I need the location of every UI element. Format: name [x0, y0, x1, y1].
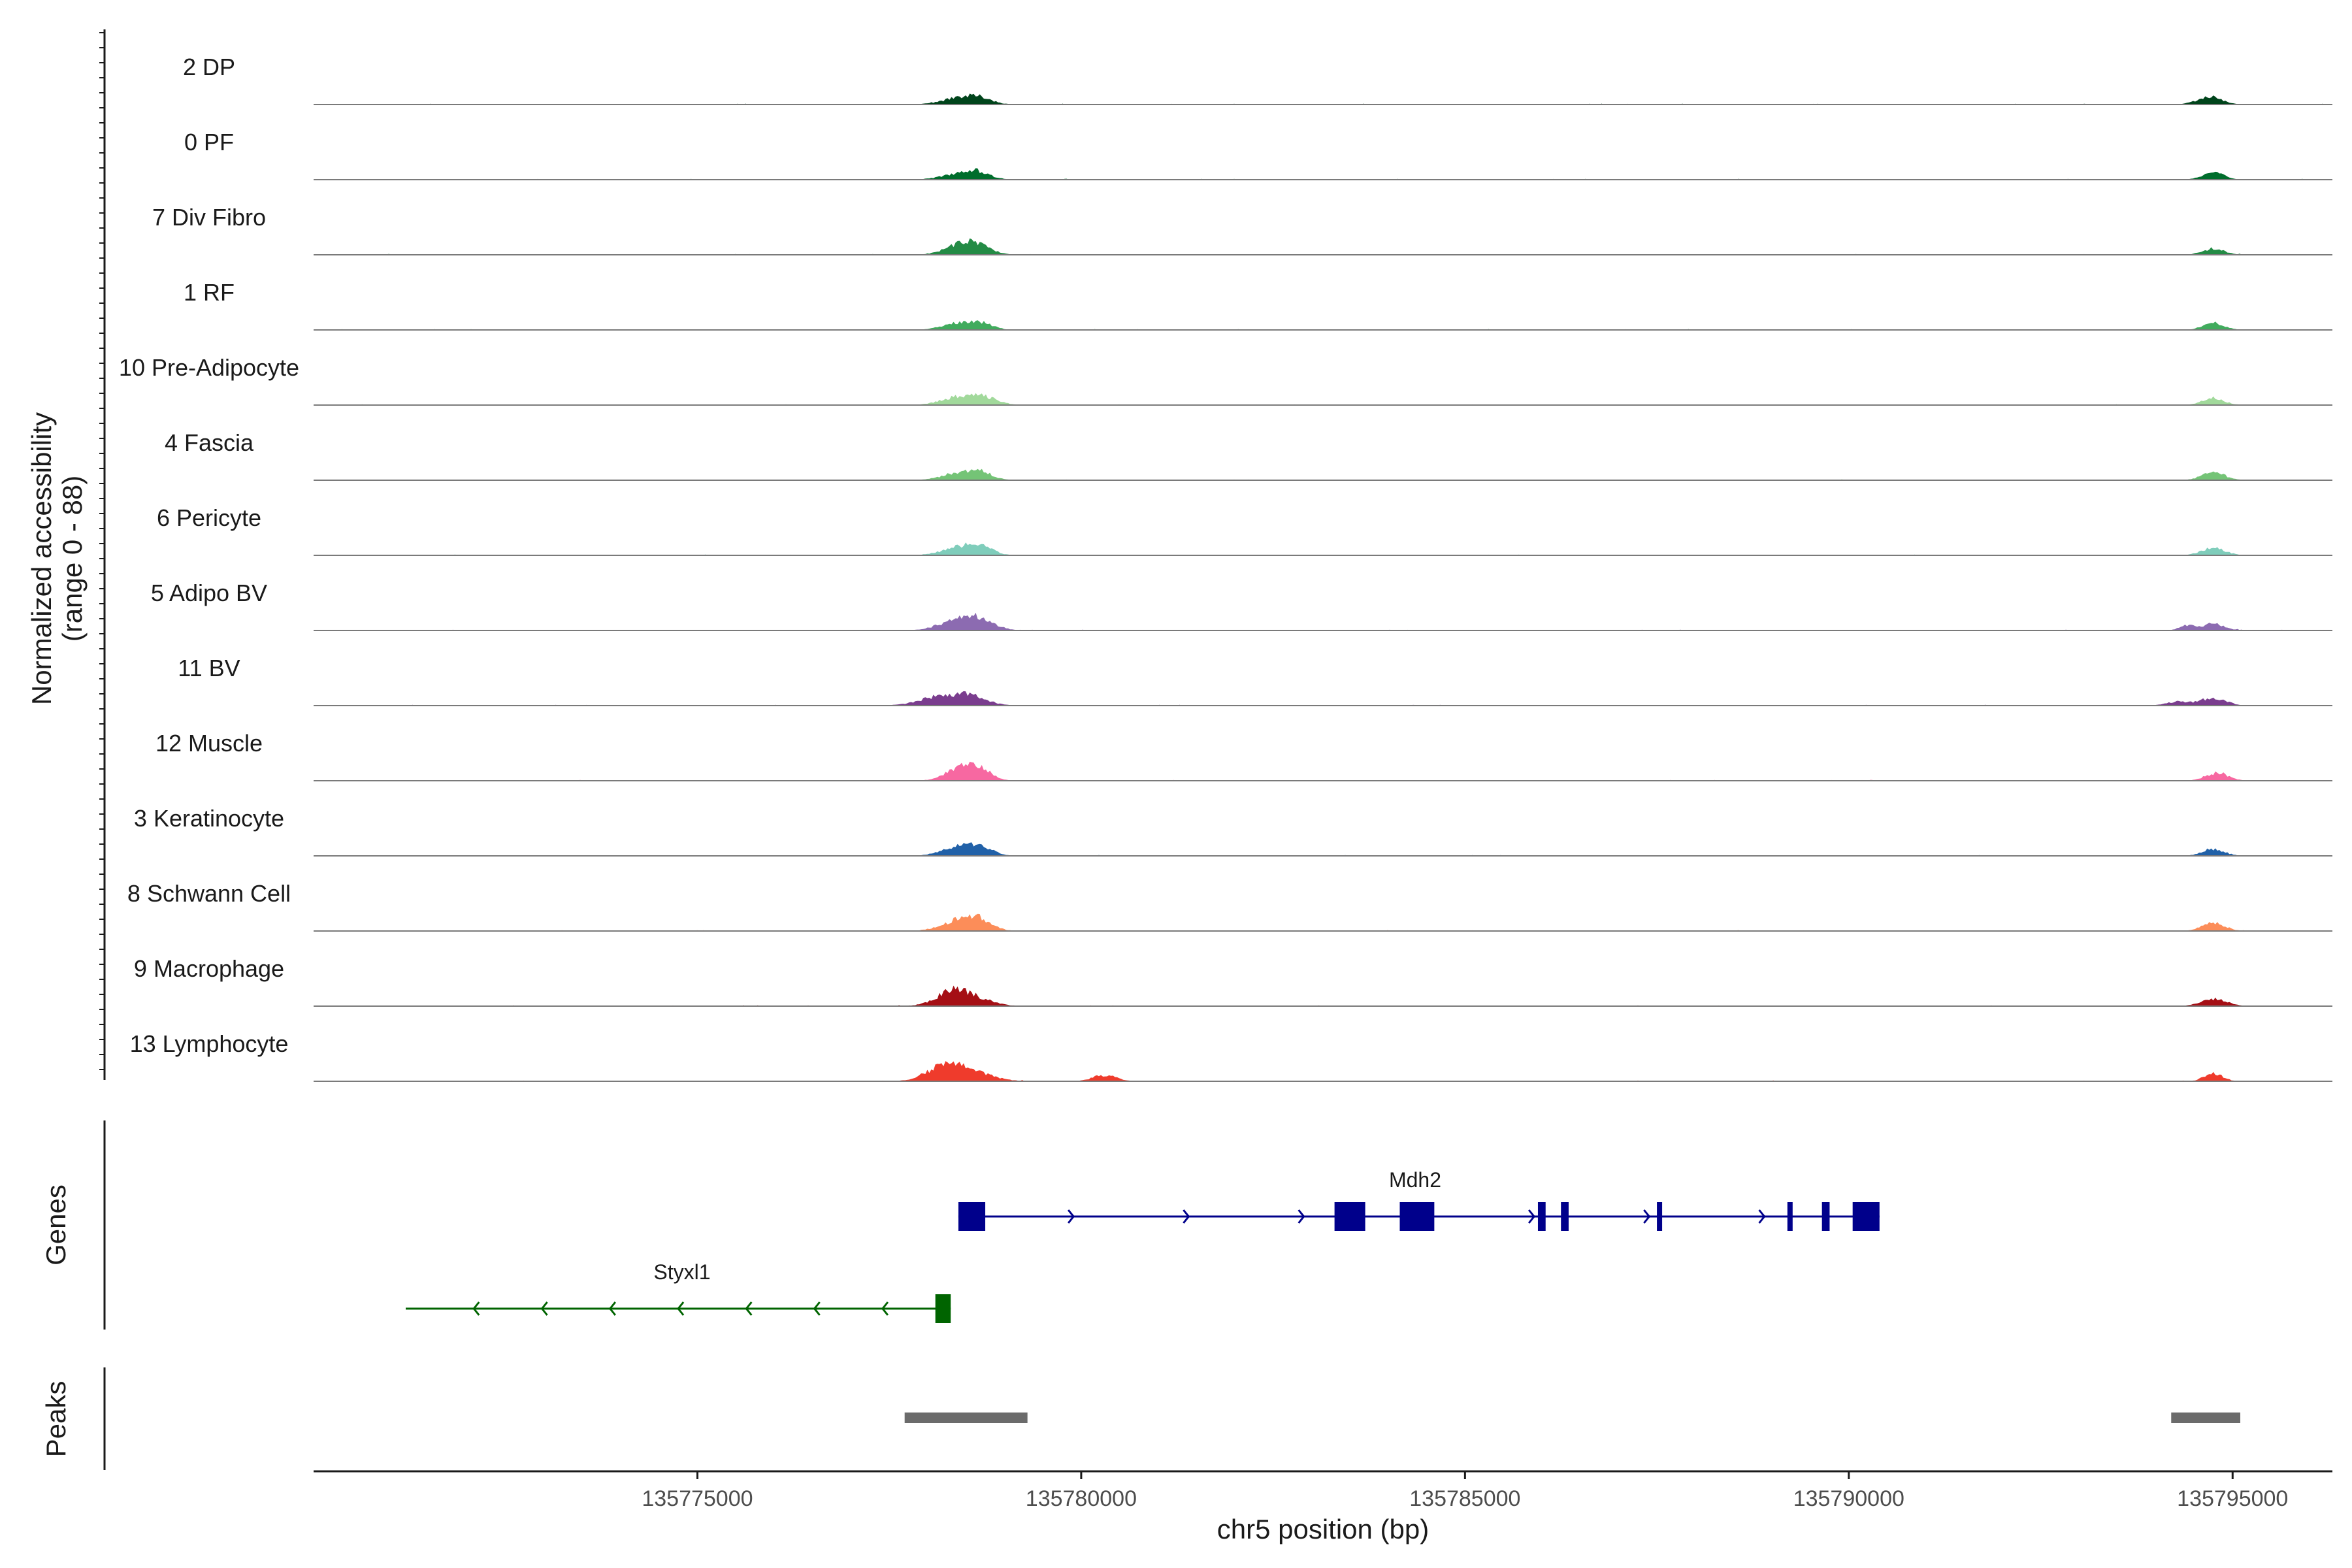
coverage-area: [314, 1061, 2332, 1081]
coverage-tracks: 2 DP 0 PF 7 Div Fibro 1 RF 10 Pre-Adipocyte 4…: [119, 54, 2332, 1082]
exon: [1334, 1202, 1365, 1231]
peak-regions: [904, 1413, 2241, 1423]
coverage-area: [314, 761, 2332, 781]
peaks-panel-label: Peaks: [41, 1381, 71, 1458]
strand-arrow: [677, 1301, 685, 1316]
strand-arrow: [608, 1301, 616, 1316]
track-label: 7 Div Fibro: [152, 204, 266, 231]
coverage-area: [314, 468, 2332, 480]
strand-arrow: [813, 1301, 821, 1316]
gene-name: Styxl1: [653, 1260, 710, 1284]
x-axis-title: chr5 position (bp): [1217, 1514, 1429, 1544]
x-tick-label: 135785000: [1409, 1486, 1520, 1511]
track-13: 9 Macrophage: [134, 955, 2332, 1007]
strand-arrow: [1643, 1209, 1651, 1224]
x-tick-label: 135790000: [1793, 1486, 1904, 1511]
track-4: 1 RF: [184, 279, 2332, 331]
strand-arrow: [881, 1301, 889, 1316]
track-7: 6 Pericyte: [157, 504, 2332, 556]
strand-arrow: [540, 1301, 548, 1316]
x-axis-ticks: 135775000 135780000 135785000 135790000 1357…: [642, 1471, 2288, 1511]
track-label: 10 Pre-Adipocyte: [119, 354, 299, 381]
exon: [935, 1294, 951, 1323]
coverage-area: [314, 168, 2332, 180]
x-tick-label: 135775000: [642, 1486, 753, 1511]
track-1: 2 DP: [183, 54, 2332, 105]
y-axis-ticks: [99, 32, 105, 1070]
coverage-area: [314, 93, 2332, 105]
track-10: 12 Muscle: [155, 730, 2332, 781]
track-5: 10 Pre-Adipocyte: [119, 354, 2332, 406]
track-12: 8 Schwann Cell: [127, 880, 2332, 932]
coverage-area: [314, 612, 2332, 630]
strand-arrow: [1183, 1209, 1190, 1224]
exon: [1852, 1202, 1880, 1231]
exon: [958, 1202, 986, 1231]
peak-region: [904, 1413, 1028, 1423]
strand-arrow: [1527, 1209, 1536, 1224]
genes-panel-label: Genes: [41, 1184, 71, 1266]
exon: [1561, 1202, 1569, 1231]
track-2: 0 PF: [184, 129, 2332, 180]
coverage-area: [314, 542, 2332, 555]
exon: [1787, 1202, 1793, 1231]
track-label: 4 Fascia: [165, 429, 254, 456]
exon: [1657, 1202, 1663, 1231]
track-label: 0 PF: [184, 129, 234, 155]
strand-arrow: [745, 1301, 753, 1316]
track-label: 1 RF: [184, 279, 235, 306]
exon: [1399, 1202, 1435, 1231]
coverage-area: [314, 320, 2332, 330]
strand-arrow: [1298, 1209, 1305, 1224]
track-label: 11 BV: [178, 655, 240, 681]
gene-mdh2: Mdh2: [958, 1168, 1880, 1231]
track-6: 4 Fascia: [165, 429, 2332, 481]
track-label: 6 Pericyte: [157, 504, 261, 531]
track-14: 13 Lymphocyte: [130, 1030, 2332, 1082]
gene-styxl1: Styxl1: [405, 1260, 951, 1323]
coverage-area: [314, 393, 2332, 405]
strand-arrow: [1067, 1209, 1075, 1224]
track-label: 13 Lymphocyte: [130, 1030, 289, 1057]
track-label: 5 Adipo BV: [151, 580, 267, 606]
coverage-area: [314, 985, 2332, 1006]
peak-region: [2171, 1413, 2241, 1423]
gene-annotations: Mdh2 Styxl1: [405, 1168, 1880, 1323]
track-label: 12 Muscle: [155, 730, 263, 757]
coverage-area: [314, 691, 2332, 706]
gene-name: Mdh2: [1389, 1168, 1441, 1192]
coverage-area: [314, 238, 2332, 255]
strand-arrow: [472, 1301, 480, 1316]
x-tick-label: 135780000: [1026, 1486, 1137, 1511]
x-tick-label: 135795000: [2177, 1486, 2288, 1511]
track-label: 9 Macrophage: [134, 955, 284, 982]
track-3: 7 Div Fibro: [152, 204, 2332, 255]
y-axis-title-line2: (range 0 - 88): [57, 476, 88, 642]
coverage-area: [314, 913, 2332, 931]
coverage-area: [314, 842, 2332, 856]
track-label: 3 Keratinocyte: [134, 805, 284, 832]
track-label: 2 DP: [183, 54, 235, 80]
track-9: 11 BV: [178, 655, 2332, 706]
track-11: 3 Keratinocyte: [134, 805, 2332, 857]
exon: [1537, 1202, 1546, 1231]
strand-arrow: [1758, 1209, 1766, 1224]
y-axis-title-line1: Normalized accessibility: [26, 412, 57, 705]
exon: [1821, 1202, 1830, 1231]
track-label: 8 Schwann Cell: [127, 880, 291, 907]
track-8: 5 Adipo BV: [151, 580, 2332, 631]
